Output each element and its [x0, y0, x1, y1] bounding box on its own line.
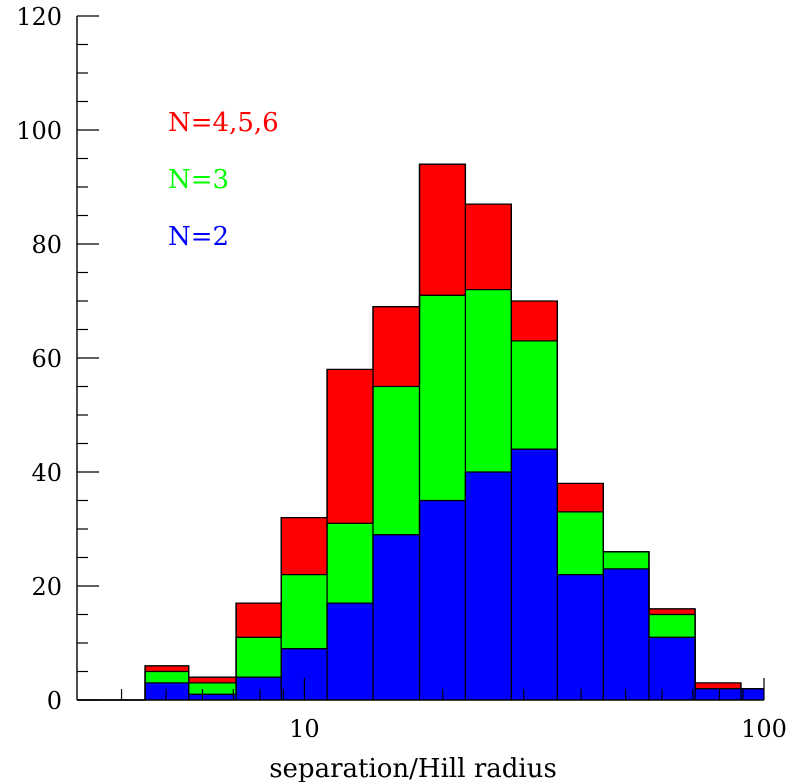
y-tick-label: 100: [16, 117, 62, 145]
y-tick-label: 120: [16, 3, 62, 31]
bar: [145, 682, 189, 700]
y-tick-label: 40: [31, 459, 62, 487]
y-tick-label: 80: [31, 231, 62, 259]
bar: [740, 688, 764, 700]
legend-entry-n-2: N=2: [168, 222, 229, 252]
legend-entry-n-4-5-6: N=4,5,6: [168, 108, 279, 138]
bar: [188, 694, 237, 700]
bar: [603, 568, 649, 700]
x-tick-label: 10: [289, 715, 320, 743]
y-tick-label: 0: [47, 687, 62, 715]
bar: [648, 637, 696, 700]
y-tick-label: 20: [31, 573, 62, 601]
x-tick-label: 100: [741, 715, 787, 743]
y-tick-label: 60: [31, 345, 62, 373]
bars-layer: [77, 163, 764, 701]
bar: [511, 449, 558, 700]
bar: [236, 677, 282, 700]
bar: [419, 500, 466, 700]
bar: [695, 688, 741, 700]
tick-labels-layer: 0 20 40 60 80 100 120 10 100: [16, 3, 787, 743]
step-outline: [77, 163, 764, 701]
bar: [465, 472, 512, 700]
axes-layer: [76, 15, 765, 701]
legend-entry-n-3: N=3: [168, 165, 229, 195]
x-axis-label: separation/Hill radius: [269, 754, 557, 782]
bar: [372, 534, 420, 700]
legend: N=4,5,6 N=3 N=2: [168, 108, 279, 252]
series-n-2: [145, 449, 764, 700]
bar: [327, 603, 373, 700]
bar: [557, 574, 604, 700]
